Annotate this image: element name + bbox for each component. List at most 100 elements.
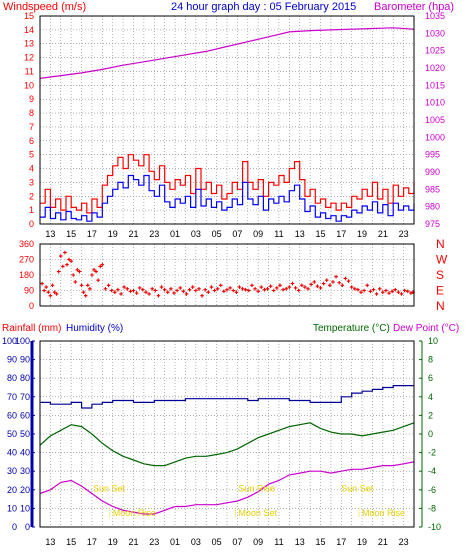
barometer-tick-label: 1020	[425, 63, 445, 73]
direction-point	[48, 293, 53, 298]
direction-point	[321, 281, 326, 286]
x-tick-label: 15	[315, 537, 325, 547]
event-annotation: Sun Set	[341, 484, 374, 494]
barometer-tick-label: 1005	[425, 115, 445, 125]
barometer-tick-label: 1000	[425, 132, 445, 142]
direction-point	[349, 285, 354, 289]
x-tick-label: 15	[315, 229, 325, 239]
direction-point	[356, 287, 360, 292]
direction-point	[98, 264, 103, 269]
direction-point	[399, 292, 404, 296]
direction-point	[228, 286, 232, 290]
barometer-axis-title: Barometer (hpa)	[374, 1, 454, 13]
temperature-tick-label: -8	[428, 503, 436, 513]
direction-point	[212, 288, 217, 293]
direction-point	[122, 285, 126, 289]
direction-point	[131, 288, 136, 293]
windspeed-tick-label: 9	[29, 94, 34, 104]
direction-point	[175, 288, 179, 293]
windspeed-tick-label: 14	[24, 25, 34, 35]
direction-point	[50, 283, 55, 288]
direction-point	[92, 268, 96, 272]
direction-point	[46, 290, 51, 295]
direction-point	[265, 286, 270, 291]
direction-point	[409, 291, 413, 295]
x-tick-label: 23	[399, 537, 409, 547]
direction-point	[206, 290, 211, 295]
temperature-tick-label: 8	[428, 355, 433, 365]
direction-point	[293, 286, 298, 290]
direction-point	[253, 286, 257, 291]
direction-point	[250, 283, 254, 288]
x-tick-label: 07	[232, 229, 242, 239]
direction-point	[187, 287, 192, 292]
direction-degree-label: 90	[24, 286, 34, 296]
direction-point	[73, 280, 78, 284]
direction-point	[374, 292, 379, 296]
direction-point	[67, 257, 71, 262]
direction-point	[309, 282, 313, 287]
direction-point	[194, 288, 198, 293]
direction-point	[237, 285, 242, 289]
direction-point	[159, 285, 164, 289]
direction-point	[106, 283, 111, 288]
direction-degree-label: 270	[19, 255, 34, 265]
direction-point	[259, 285, 264, 289]
humidity-tick-label: 90	[20, 355, 30, 365]
direction-degree-label: 0	[29, 301, 34, 311]
direction-point	[65, 262, 69, 267]
x-tick-label: 01	[170, 229, 180, 239]
event-annotation: Sun Set	[93, 484, 126, 494]
direction-point	[337, 280, 341, 285]
direction-point	[209, 285, 214, 289]
temperature-tick-label: -6	[428, 485, 436, 495]
direction-point	[334, 274, 338, 279]
humidity-temperature-plot-frame	[39, 340, 415, 528]
windspeed-tick-label: 15	[24, 11, 34, 21]
x-tick-label: 21	[128, 537, 138, 547]
direction-point	[200, 293, 204, 298]
direction-point	[331, 280, 335, 284]
event-annotation: Sun Rise	[238, 484, 275, 494]
windspeed-tick-label: 11	[25, 66, 34, 76]
rainfall-tick-label: 50	[7, 429, 17, 439]
windspeed-tick-label: 7	[29, 122, 34, 132]
direction-point	[184, 292, 189, 296]
direction-point	[268, 284, 273, 288]
direction-point	[181, 289, 186, 294]
humidity-series-line	[40, 385, 414, 409]
x-tick-label: 23	[399, 229, 409, 239]
x-tick-label: 19	[108, 229, 118, 239]
windspeed-tick-label: 1	[29, 205, 34, 215]
barometer-tick-label: 990	[425, 167, 440, 177]
humidity-tick-label: 20	[20, 485, 30, 495]
rainfall-tick-label: 0	[12, 522, 17, 532]
x-tick-label: 19	[357, 537, 367, 547]
direction-point	[240, 286, 245, 291]
wind-gust-series-line	[40, 154, 415, 214]
direction-point	[197, 286, 201, 291]
dewpoint-axis-title: Dew Point (°C)	[393, 323, 459, 334]
direction-point	[243, 287, 248, 292]
direction-point	[147, 292, 151, 296]
event-annotation: Moon Rise	[362, 508, 405, 518]
direction-point	[343, 276, 348, 281]
direction-point	[275, 286, 279, 290]
x-tick-label: 09	[253, 537, 263, 547]
x-tick-label: 13	[45, 229, 55, 239]
humidity-tick-label: 70	[20, 392, 30, 402]
direction-point	[85, 283, 90, 288]
windspeed-tick-label: 5	[29, 150, 34, 160]
wind-direction-plot-frame	[39, 243, 415, 307]
barometer-tick-label: 980	[425, 202, 440, 212]
humidity-tick-label: 80	[20, 373, 30, 383]
direction-point	[234, 290, 239, 295]
barometer-tick-label: 1015	[425, 80, 445, 90]
barometer-tick-label: 985	[425, 184, 440, 194]
direction-point	[190, 285, 195, 289]
rainfall-tick-label: 20	[7, 485, 17, 495]
direction-point	[162, 287, 167, 292]
direction-point	[71, 273, 76, 277]
direction-point	[271, 288, 276, 293]
